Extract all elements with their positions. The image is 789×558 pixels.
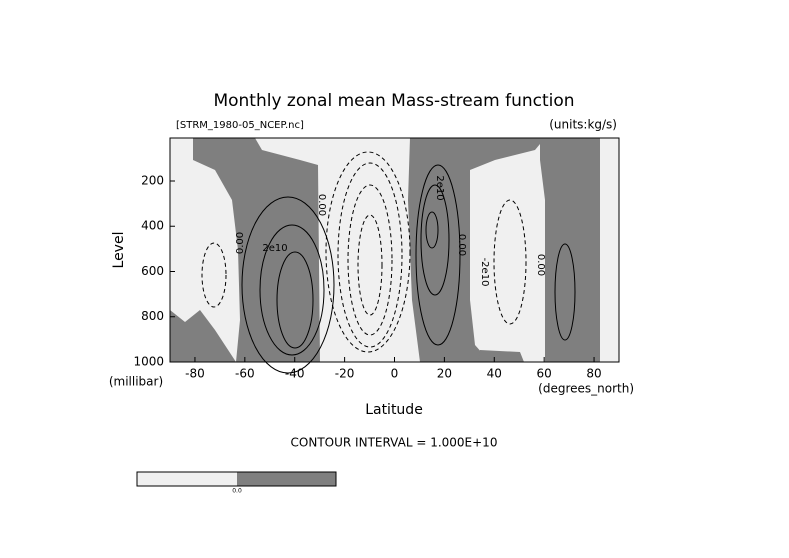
x-tick-label: 20 (437, 367, 452, 381)
contour-label: 0.00 (535, 254, 546, 276)
contour-label: 0.00 (456, 234, 467, 256)
contour-interval: CONTOUR INTERVAL = 1.000E+10 (291, 436, 498, 450)
contour-line (201, 242, 227, 308)
colorbar-swatch (237, 472, 336, 486)
plot-area (169, 137, 620, 374)
contour-line (347, 184, 393, 336)
colorbar (136, 471, 337, 487)
contour-line (420, 184, 450, 296)
colorbar-swatch (137, 472, 237, 486)
contour-label: 2e10 (262, 243, 287, 254)
positive-region (170, 310, 236, 362)
y-tick-label: 200 (141, 173, 164, 187)
contour-line (554, 243, 576, 341)
y-tick-label: 1000 (133, 355, 164, 369)
y-tick-label: 400 (141, 219, 164, 233)
colorbar-label: 0.0 (232, 488, 242, 495)
y-tick-label: 800 (141, 309, 164, 323)
x-axis-unit: (degrees_north) (538, 382, 634, 396)
contour-line (425, 211, 439, 249)
subtitle-right: (units:kg/s) (549, 118, 617, 132)
contours (201, 151, 576, 374)
negative-contours (201, 151, 527, 353)
contour-label: 0.00 (235, 232, 246, 254)
contour-line (415, 164, 461, 346)
y-axis-label: Level (111, 232, 127, 269)
contour-label: 0.00 (316, 194, 327, 216)
contour-line (259, 224, 325, 356)
contour-label: 2e10 (434, 175, 445, 200)
x-tick-label: 60 (537, 367, 552, 381)
x-tick-label: -20 (335, 367, 355, 381)
positive-region (193, 138, 320, 362)
subtitle-left: [STRM_1980-05_NCEP.nc] (176, 120, 304, 131)
contour-label: -2e10 (479, 258, 490, 287)
x-tick-label: 40 (487, 367, 502, 381)
x-tick-label: -80 (185, 367, 205, 381)
contour-line (337, 162, 403, 348)
x-tick-label: 80 (586, 367, 601, 381)
y-axis-unit: (millibar) (109, 375, 163, 389)
x-axis-label: Latitude (365, 402, 423, 418)
colorbar-frame (136, 471, 337, 487)
chart-title: Monthly zonal mean Mass-stream function (213, 91, 574, 111)
x-tick-label: -60 (235, 367, 255, 381)
x-tick-label: -40 (285, 367, 305, 381)
positive-region (478, 350, 524, 362)
contour-line (241, 196, 335, 374)
contour-line (325, 151, 411, 353)
contour-line (276, 251, 314, 349)
y-tick-label: 600 (141, 264, 164, 278)
contour-line (493, 199, 527, 325)
contour-line (357, 214, 383, 316)
x-tick-label: 0 (391, 367, 399, 381)
